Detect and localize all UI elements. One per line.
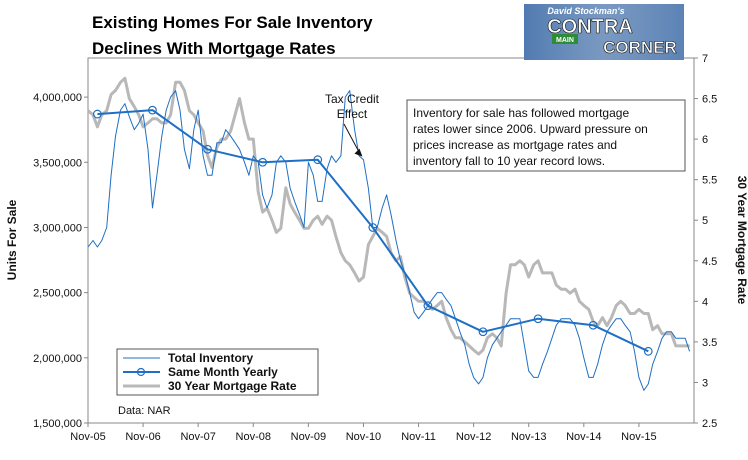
legend-label-mortgage-rate: 30 Year Mortgage Rate [168, 379, 297, 393]
y-axis-right: 2.5 3 3.5 4 4.5 5 5.5 6 6.5 7 [694, 53, 717, 430]
y-axis-left-label: Units For Sale [5, 199, 19, 280]
same-month-yearly-point [368, 223, 378, 232]
annotation-box-line-2: rates lower since 2006. Upward pressure … [413, 122, 648, 136]
same-month-yearly-series [92, 105, 653, 356]
y-left-tick-label: 2,500,000 [33, 288, 82, 300]
legend-label-total-inventory: Total Inventory [168, 351, 253, 365]
legend-marker-same-month-yearly [136, 367, 146, 377]
same-month-yearly-point [258, 157, 268, 167]
annotation-arrow-shaft [343, 123, 361, 155]
total-inventory-series [87, 90, 691, 391]
x-tick-label: Nov-08 [236, 431, 271, 443]
x-tick-label: Nov-05 [70, 431, 105, 443]
logo-top-text: David Stockman's [547, 6, 624, 16]
annotation-arrow [343, 123, 363, 157]
annotation-tax-credit-line-1: Tax Credit [325, 92, 380, 106]
annotation-tax-credit-line-2: Effect [337, 107, 368, 121]
y-right-tick-label: 2.5 [702, 418, 717, 430]
x-tick-label: Nov-09 [291, 431, 326, 443]
x-tick-label: Nov-11 [401, 431, 436, 443]
chart-title-line-1: Existing Homes For Sale Inventory [92, 13, 373, 32]
y-right-tick-label: 5 [702, 215, 708, 227]
same-month-yearly-point [423, 301, 433, 311]
x-tick-label: Nov-07 [180, 431, 215, 443]
same-month-yearly-point [313, 155, 323, 165]
contra-corner-logo: MAIN David Stockman's CONTRA CORNER [524, 4, 684, 60]
logo-street-sign [552, 34, 578, 44]
y-right-tick-label: 4.5 [702, 256, 717, 268]
y-left-tick-label: 4,000,000 [33, 92, 82, 104]
same-month-yearly-point [92, 109, 102, 119]
annotation-box [406, 99, 686, 172]
same-month-yearly-point [533, 314, 543, 324]
y-axis-left: 1,500,000 2,000,000 2,500,000 3,000,000 3,50… [33, 92, 88, 430]
y-right-tick-label: 4 [702, 296, 708, 308]
x-axis: Nov-05 Nov-06 Nov-07 Nov-08 Nov-09 Nov-10 Nov-… [70, 423, 657, 443]
annotation-arrow-head [354, 148, 363, 157]
same-month-yearly-point [643, 346, 653, 356]
y-right-tick-label: 7 [702, 53, 708, 65]
logo-main-text-2: CORNER [603, 38, 677, 57]
x-tick-label: Nov-12 [456, 431, 491, 443]
x-tick-label: Nov-13 [511, 431, 546, 443]
y-right-tick-label: 6.5 [702, 94, 717, 106]
y-axis-right-label: 30 Year Mortgage Rate [735, 176, 748, 305]
y-left-tick-label: 2,000,000 [33, 353, 82, 365]
y-left-tick-label: 3,500,000 [33, 157, 82, 169]
x-tick-label: Nov-06 [125, 431, 160, 443]
logo-sign-text: MAIN [556, 37, 574, 44]
plot-frame [87, 57, 695, 424]
annotation-box-line-1: Inventory for sale has followed mortgage [413, 106, 629, 120]
same-month-yearly-point [588, 320, 598, 330]
legend: Total Inventory Same Month Yearly 30 Yea… [116, 348, 319, 396]
x-tick-label: Nov-15 [621, 431, 656, 443]
y-right-tick-label: 3 [702, 377, 708, 389]
same-month-yearly-point [203, 144, 212, 154]
y-right-tick-label: 6 [702, 134, 708, 146]
x-tick-label: Nov-10 [346, 431, 381, 443]
legend-label-same-month-yearly: Same Month Yearly [168, 365, 278, 379]
same-month-yearly-point [478, 327, 488, 337]
source-note: Data: NAR [118, 405, 171, 417]
annotation-box-line-3: prices increase as mortgage rates and [413, 138, 617, 152]
y-left-tick-label: 1,500,000 [33, 418, 82, 430]
y-left-tick-label: 3,000,000 [33, 222, 82, 234]
same-month-yearly-point [148, 105, 157, 115]
x-tick-label: Nov-14 [566, 431, 601, 443]
same-month-yearly-line [97, 109, 649, 353]
mortgage-rate-series [87, 76, 690, 356]
logo-main-text-1: CONTRA [547, 16, 633, 38]
y-right-tick-label: 3.5 [702, 337, 717, 349]
chart-title-line-2: Declines With Mortgage Rates [92, 39, 336, 58]
mortgage-rate-line [87, 76, 690, 356]
annotation-box-line-4: inventory fall to 10 year record lows. [413, 154, 605, 168]
total-inventory-line [87, 90, 691, 391]
y-right-tick-label: 5.5 [702, 175, 717, 187]
